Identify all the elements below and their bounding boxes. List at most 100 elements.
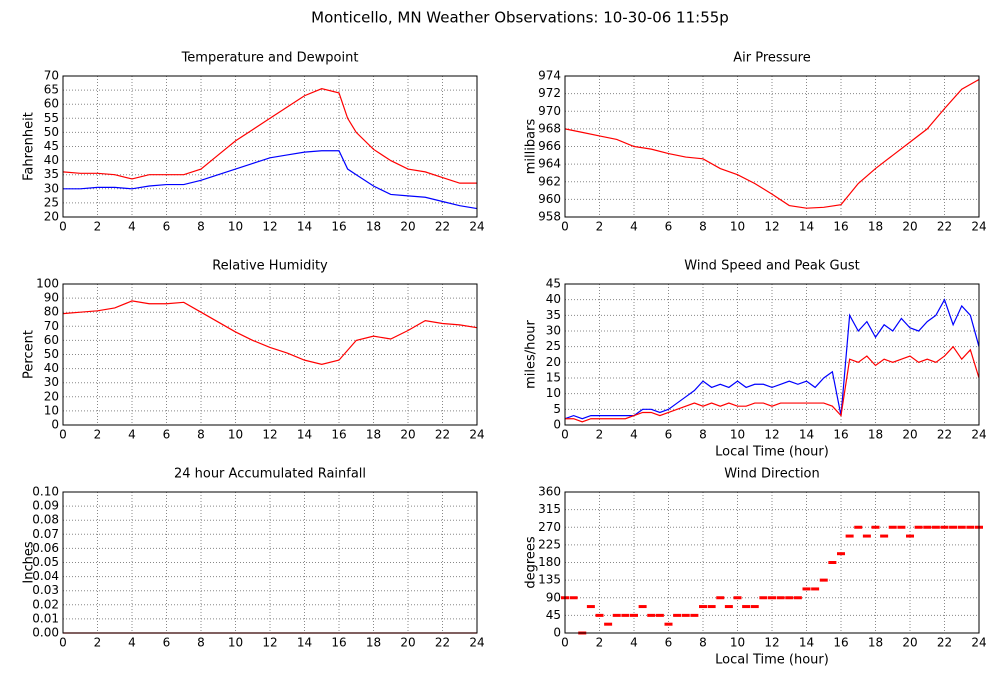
x-tick-label: 10 [228,220,243,234]
data-point [940,525,949,529]
x-tick-label: 16 [331,428,346,442]
x-tick-label: 8 [197,220,205,234]
x-tick-label: 22 [435,636,450,650]
data-point [655,613,664,617]
x-tick-label: 0 [59,428,67,442]
data-line [63,150,478,210]
data-line [62,88,477,184]
y-tick-label: 0 [51,418,59,432]
y-tick-label: 0.00 [32,626,59,640]
plot-border [62,75,478,218]
data-line [62,300,478,365]
data-point [586,605,595,609]
data-point [871,525,880,529]
y-tick-label: 964 [538,157,561,171]
y-tick-label: 35 [44,167,59,181]
x-tick-label: 2 [94,428,102,442]
x-tick-label: 6 [163,636,171,650]
x-tick-label: 6 [163,428,171,442]
y-tick-label: 960 [538,192,561,206]
data-point [733,596,742,600]
x-tick-label: 16 [331,636,346,650]
data-point [897,525,906,529]
x-tick-label: 4 [630,220,638,234]
y-tick-label: 180 [538,555,561,569]
y-tick-label: 60 [44,333,59,347]
data-point [750,605,759,609]
y-tick-label: 970 [538,104,561,118]
data-point [604,622,613,626]
data-point [931,525,940,529]
data-point [621,613,630,617]
data-point [966,525,975,529]
data-point [630,613,638,617]
y-tick-label: 35 [546,308,561,322]
y-tick-label: 962 [538,174,561,188]
x-tick-label: 12 [764,428,779,442]
data-point [862,534,871,538]
data-point [759,596,768,600]
y-tick-label: 80 [44,305,59,319]
x-tick-label: 20 [400,220,415,234]
y-tick-label: 70 [44,69,59,83]
x-tick-label: 10 [228,636,243,650]
x-tick-label: 4 [128,428,136,442]
y-tick-label: 50 [44,347,59,361]
y-tick-label: 10 [44,403,59,417]
x-tick-label: 16 [833,428,848,442]
data-point [776,596,785,600]
data-point [845,534,854,538]
x-tick-label: 12 [764,636,779,650]
data-point [647,613,656,617]
y-tick-label: 225 [538,537,561,551]
x-tick-label: 14 [799,428,814,442]
y-tick-label: 20 [546,355,561,369]
x-tick-label: 6 [665,636,673,650]
data-point [828,561,837,564]
x-tick-label: 22 [937,428,952,442]
data-point [906,534,914,538]
data-line [565,345,980,423]
y-tick-label: 30 [44,181,59,195]
y-tick-label: 60 [44,97,59,111]
x-tick-label: 22 [435,220,450,234]
plot-border [564,491,980,634]
x-tick-label: 6 [163,220,171,234]
x-tick-label: 8 [197,636,205,650]
y-tick-label: 30 [44,375,59,389]
data-point [811,587,820,591]
data-point [612,613,621,617]
x-tick-label: 6 [665,428,673,442]
x-tick-label: 22 [435,428,450,442]
x-tick-label: 22 [937,636,952,650]
x-tick-label: 20 [902,636,917,650]
y-tick-label: 40 [546,292,561,306]
data-point [837,552,845,556]
x-tick-label: 16 [833,220,848,234]
y-tick-label: 70 [44,319,59,333]
y-tick-label: 55 [44,111,59,125]
y-tick-label: 968 [538,121,561,135]
y-tick-label: 972 [538,86,561,100]
plot-border [62,491,478,634]
x-tick-label: 8 [699,428,707,442]
data-point [949,525,958,529]
x-tick-label: 12 [262,428,277,442]
data-point [854,525,863,529]
y-tick-label: 0.01 [32,611,59,625]
data-point [742,605,751,609]
y-tick-label: 90 [546,590,561,604]
x-tick-label: 14 [297,428,312,442]
y-tick-label: 0.10 [32,485,59,499]
y-tick-label: 270 [538,520,561,534]
y-tick-label: 20 [44,210,59,224]
y-tick-label: 5 [553,402,561,416]
x-tick-label: 20 [902,220,917,234]
y-tick-label: 100 [36,277,59,291]
y-tick-label: 0.08 [32,513,59,527]
x-tick-label: 0 [561,636,569,650]
x-tick-label: 2 [596,428,604,442]
y-tick-label: 0.06 [32,541,59,555]
